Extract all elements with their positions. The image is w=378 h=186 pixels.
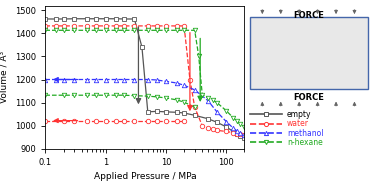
Bar bbox=[250, 17, 368, 89]
Text: n-hexane: n-hexane bbox=[287, 138, 323, 147]
Text: water: water bbox=[287, 119, 309, 128]
Text: FORCE: FORCE bbox=[294, 11, 324, 20]
Text: methanol: methanol bbox=[287, 129, 324, 137]
Text: empty: empty bbox=[287, 110, 311, 119]
Y-axis label: Volume / Å³: Volume / Å³ bbox=[0, 51, 10, 103]
X-axis label: Applied Pressure / MPa: Applied Pressure / MPa bbox=[93, 172, 196, 181]
Text: FORCE: FORCE bbox=[294, 93, 324, 102]
